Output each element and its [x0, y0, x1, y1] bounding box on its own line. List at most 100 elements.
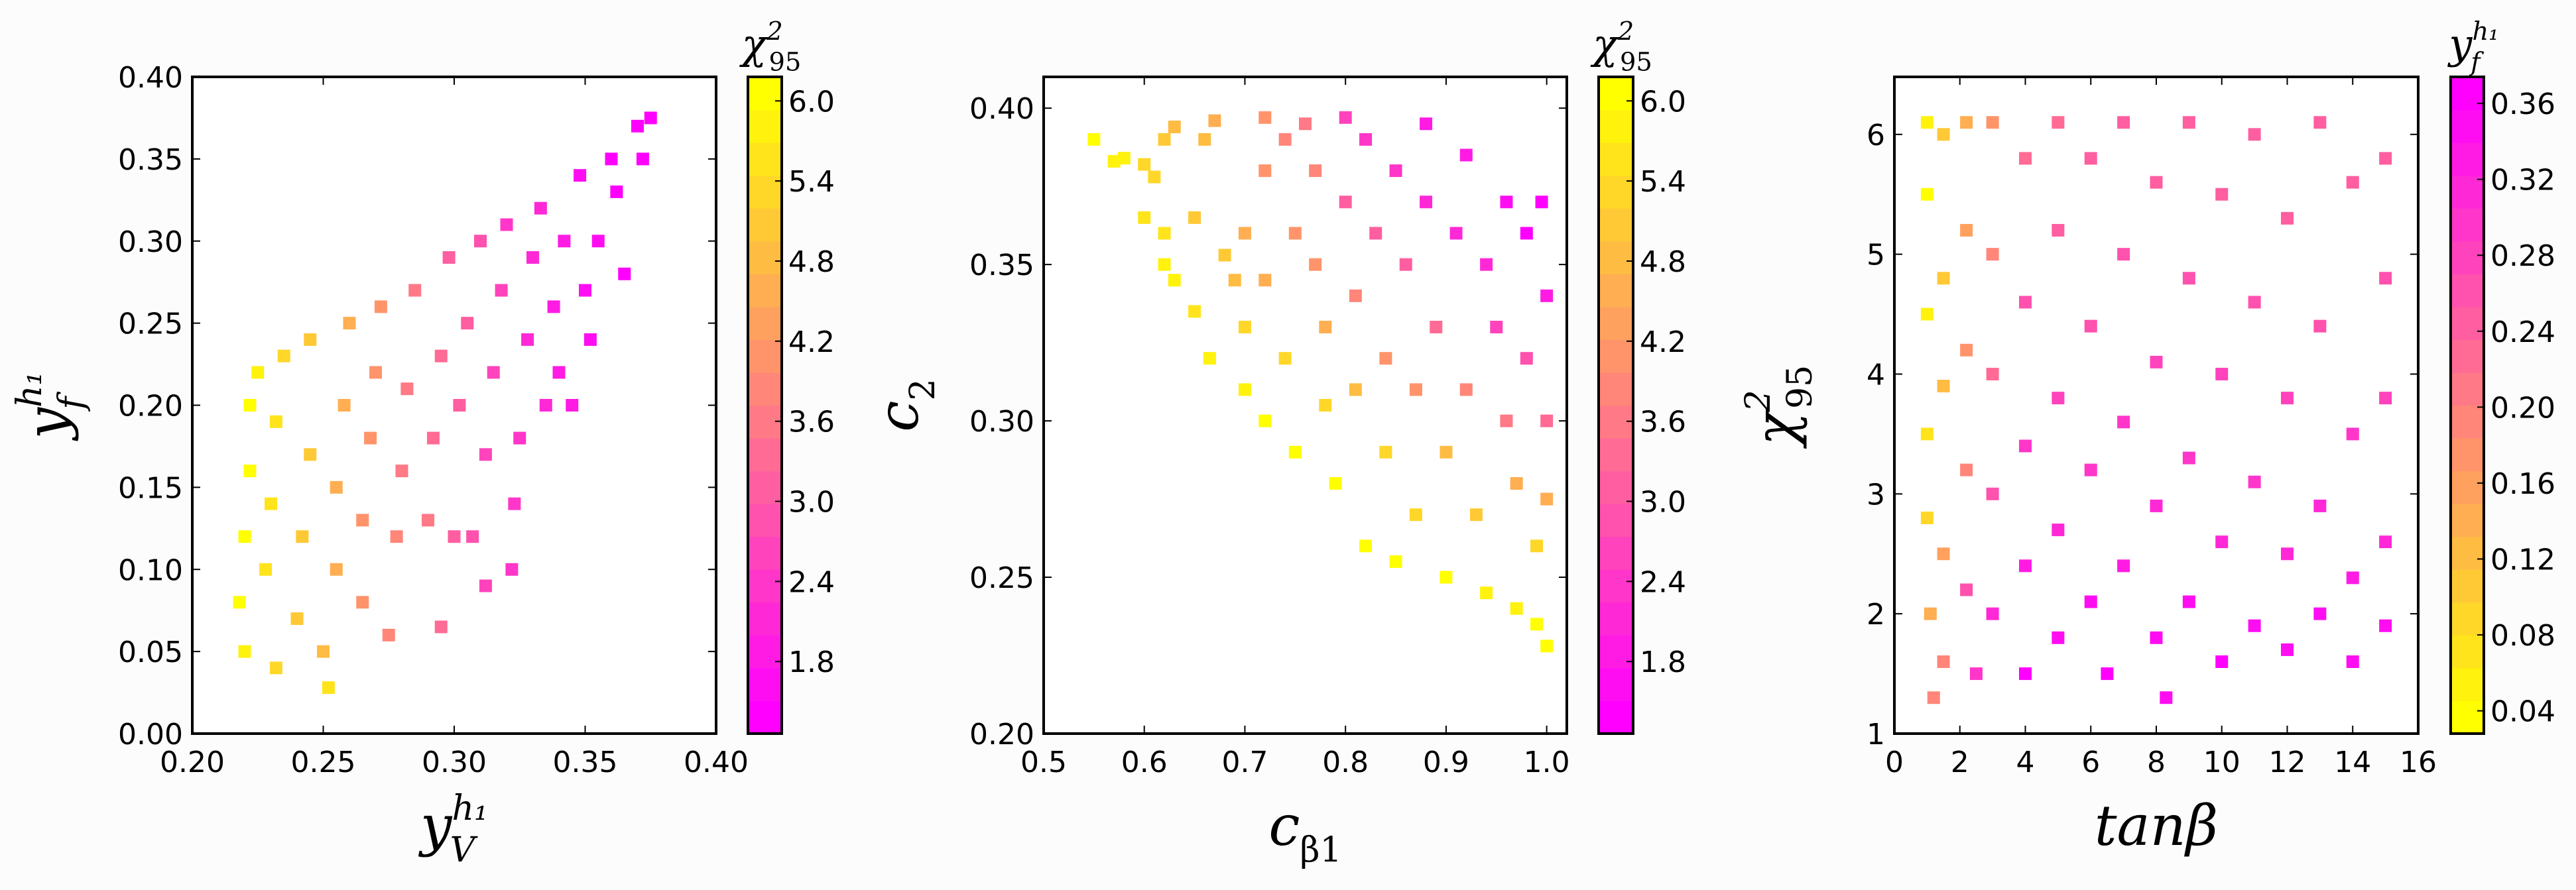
colorbar-band — [748, 274, 782, 307]
y-axis-label: yh₁f — [10, 372, 92, 442]
data-point — [2215, 367, 2229, 380]
y-axis-label: χ295 — [1739, 365, 1820, 449]
data-point — [1500, 414, 1513, 427]
data-point — [2379, 392, 2392, 405]
data-point — [1540, 640, 1554, 653]
data-point — [2084, 319, 2097, 333]
y-tick-label: 0.10 — [118, 553, 183, 587]
colorbar-tick-label: 0.04 — [2490, 695, 2555, 729]
data-point — [2019, 439, 2032, 453]
y-tick-label: 0.35 — [118, 143, 183, 177]
colorbar-band — [2451, 306, 2484, 340]
colorbar-label-sub: f — [2469, 48, 2484, 78]
data-point — [1379, 352, 1392, 365]
data-point — [2215, 535, 2229, 549]
y-tick-label: 1 — [1867, 718, 1885, 751]
scatter-points — [1087, 111, 1554, 653]
colorbar-label-sub: 95 — [1620, 48, 1652, 78]
data-point — [1540, 289, 1554, 302]
data-point — [1258, 274, 1272, 287]
data-point — [400, 382, 414, 396]
colorbar-frame — [2449, 76, 2485, 735]
y-tick-label: 0.30 — [118, 225, 183, 259]
colorbar-band — [1599, 77, 1633, 111]
data-point — [631, 119, 644, 133]
y-tick-label: 0.40 — [118, 61, 183, 95]
data-point — [1510, 476, 1523, 490]
y-tick-label: 0.15 — [118, 471, 183, 505]
data-point — [2117, 116, 2130, 129]
data-point — [1299, 117, 1312, 131]
data-point — [2379, 272, 2392, 285]
colorbar-band — [1599, 274, 1633, 307]
data-point — [1309, 258, 1322, 271]
data-point — [1960, 583, 1973, 596]
data-point — [2084, 463, 2097, 476]
data-point — [1490, 321, 1503, 334]
data-point — [1969, 667, 1983, 681]
y-axis-label-sup: 2 — [1739, 390, 1778, 412]
data-point — [1535, 195, 1548, 209]
data-point — [2150, 176, 2163, 189]
colorbar-label-sup: 2 — [1617, 17, 1634, 46]
data-point — [322, 681, 335, 695]
data-point — [1359, 539, 1373, 553]
data-point — [2281, 547, 2294, 561]
data-point — [395, 465, 408, 478]
x-axis-label-base: c — [1268, 793, 1300, 858]
x-axis-label: tanβ — [2095, 793, 2219, 858]
x-tick-label: 4 — [2016, 746, 2035, 779]
data-point — [2248, 128, 2261, 141]
colorbar-tick-label: 1.8 — [1640, 645, 1686, 679]
colorbar-band — [2451, 700, 2484, 734]
data-point — [1530, 618, 1543, 631]
colorbar-label-base: χ — [1590, 20, 1620, 68]
colorbar-tick-label: 4.8 — [788, 245, 835, 279]
data-point — [1188, 211, 1201, 224]
axes-frame — [1042, 76, 1568, 735]
panel-2: 0.5 0.6 0.7 0.8 0.9 1.00.200.250.300.350.40cβ… — [866, 17, 1686, 870]
data-point — [1359, 133, 1373, 146]
data-point — [1960, 463, 1973, 476]
data-point — [243, 399, 257, 412]
data-point — [2052, 223, 2065, 237]
data-point — [479, 448, 492, 461]
colorbar-band — [1599, 339, 1633, 373]
colorbar-band — [1599, 471, 1633, 504]
scatter-points — [233, 111, 657, 695]
panel-1: 0.20 0.25 0.30 0.35 0.40 0.00 0.05 0.10 0.15 0.20… — [10, 17, 835, 870]
data-point — [1319, 399, 1332, 412]
colorbar-tick-label: 2.4 — [1640, 565, 1686, 599]
y-tick-label: 0.40 — [969, 92, 1034, 126]
data-point — [1258, 414, 1272, 427]
data-point — [1087, 133, 1101, 146]
data-point — [2182, 595, 2195, 608]
data-point — [317, 645, 330, 658]
data-point — [448, 530, 461, 543]
data-point — [2182, 451, 2195, 465]
colorbar-band — [2451, 602, 2484, 636]
data-point — [2379, 535, 2392, 549]
data-point — [2052, 392, 2065, 405]
data-point — [2346, 571, 2359, 584]
data-point — [1218, 249, 1231, 262]
panel-3: 0 2 4 6 8 10 12 14 16123456tanβχ2950.040.080.120… — [1739, 17, 2555, 858]
colorbar-band — [1599, 536, 1633, 570]
data-point — [422, 514, 434, 527]
data-point — [1986, 367, 1999, 380]
y-tick-label: 0.20 — [969, 718, 1034, 751]
data-point — [1399, 258, 1412, 271]
y-tick-label: 0.25 — [118, 307, 183, 341]
colorbar-tick-label: 6.0 — [788, 85, 835, 119]
colorbar-label-sup: 2 — [766, 17, 782, 46]
data-point — [1288, 445, 1302, 459]
data-point — [390, 530, 403, 543]
data-point — [1238, 383, 1251, 396]
colorbar: 1.8 2.4 3.0 3.6 4.2 4.8 5.4 6.0 χ2 95 — [1590, 17, 1686, 735]
data-point — [605, 152, 618, 166]
x-tick-label: 0.5 — [1020, 746, 1067, 779]
data-point — [610, 185, 623, 198]
y-tick-label: 0.30 — [969, 405, 1034, 439]
data-point — [238, 530, 251, 543]
